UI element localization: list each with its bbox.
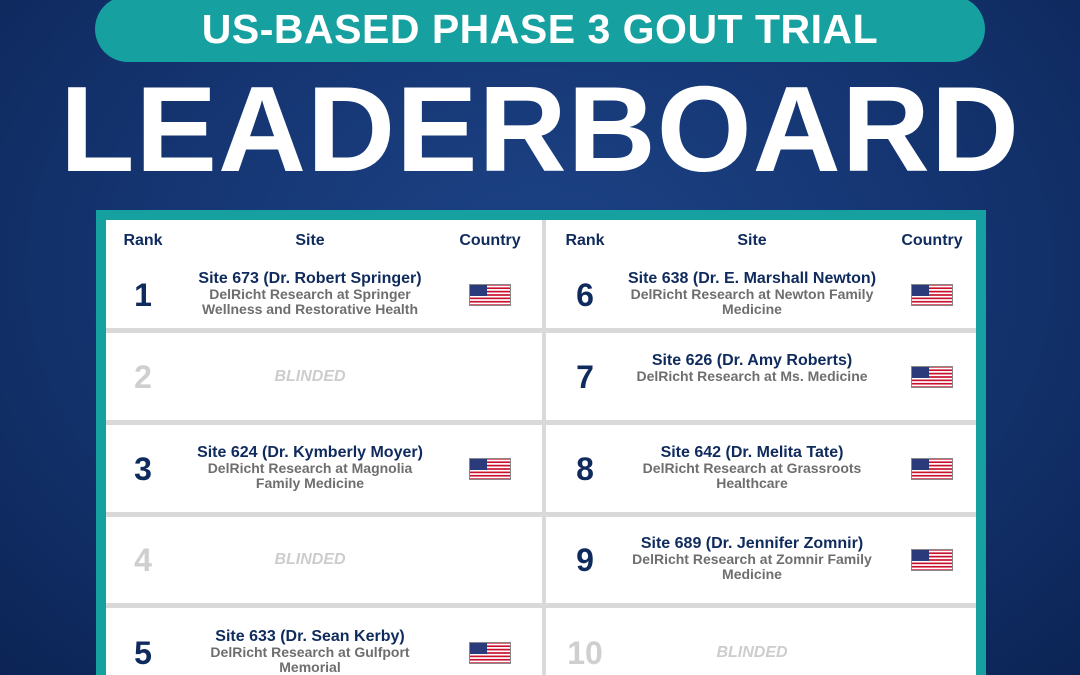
- site-name: Site 633 (Dr. Sean Kerby): [215, 628, 405, 645]
- title: LEADERBOARD: [60, 61, 1020, 197]
- site-name: Site 638 (Dr. E. Marshall Newton): [627, 270, 877, 287]
- rank: 6: [576, 277, 594, 313]
- rank-header: Rank: [565, 232, 605, 249]
- country-flag: [911, 365, 953, 393]
- site-location: DelRicht Research at Springer Wellness a…: [201, 286, 419, 317]
- site-info: Site 689 (Dr. Jennifer Zomnir) DelRicht R…: [617, 535, 887, 582]
- leaderboard-row: 9 Site 689 (Dr. Jennifer Zomnir) DelRicht …: [546, 517, 976, 603]
- site-name: Site 642 (Dr. Melita Tate): [660, 443, 844, 461]
- us-flag: [911, 284, 953, 307]
- us-flag: [911, 549, 953, 572]
- us-flag: [469, 457, 511, 480]
- site-header: Site: [295, 232, 325, 249]
- site-location: DelRicht Research at Magnolia Family Med…: [207, 459, 413, 491]
- site-location: DelRicht Research at Ms. Medicine: [636, 367, 868, 384]
- site-name: Site 689 (Dr. Jennifer Zomnir): [640, 535, 864, 552]
- rank: 1: [134, 277, 152, 313]
- country-flag: [911, 457, 953, 485]
- header-row: Rank Site Country: [546, 220, 976, 262]
- site-info: Site 642 (Dr. Melita Tate) DelRicht Resea…: [617, 444, 887, 491]
- site-info: Site 624 (Dr. Kymberly Moyer) DelRicht Re…: [175, 444, 445, 491]
- site-location: DelRicht Research at Newton Family Medic…: [630, 286, 874, 317]
- rank: 4: [134, 542, 152, 578]
- rank: 2: [134, 358, 152, 395]
- leaderboard-row: 3 Site 624 (Dr. Kymberly Moyer) DelRicht R…: [106, 425, 542, 512]
- site-info: Site 638 (Dr. E. Marshall Newton) DelRich…: [617, 270, 887, 317]
- site-name: Site 624 (Dr. Kymberly Moyer): [197, 443, 423, 461]
- site-name: Site 626 (Dr. Amy Roberts): [651, 351, 853, 369]
- leaderboard-row: 4 BLINDED: [106, 517, 542, 603]
- blinded-label: BLINDED: [274, 551, 346, 568]
- site-header: Site: [737, 232, 767, 249]
- site-info: Site 673 (Dr. Robert Springer) DelRicht R…: [175, 270, 445, 317]
- us-flag: [911, 365, 953, 388]
- country-flag: [469, 457, 511, 485]
- rank: 7: [576, 358, 594, 395]
- rank: 8: [576, 450, 594, 487]
- leaderboard: Rank Site Country Rank Site Country 1 Site 673 …: [106, 220, 976, 675]
- leaderboard-row: 7 Site 626 (Dr. Amy Roberts) DelRicht Rese…: [546, 333, 976, 420]
- header-row: Rank Site Country: [106, 220, 542, 262]
- us-flag: [469, 284, 511, 307]
- site-name: Site 673 (Dr. Robert Springer): [198, 270, 422, 287]
- rank-header: Rank: [123, 232, 163, 249]
- leaderboard-row: 2 BLINDED: [106, 333, 542, 420]
- site-location: DelRicht Research at Grassroots Healthca…: [642, 459, 862, 491]
- site-info: Site 626 (Dr. Amy Roberts) DelRicht Resea…: [617, 352, 887, 384]
- blinded-label: BLINDED: [274, 367, 346, 385]
- rank: 5: [134, 635, 152, 671]
- country-flag: [469, 284, 511, 311]
- leaderboard-row: 5 Site 633 (Dr. Sean Kerby) DelRicht Resea…: [106, 608, 542, 675]
- us-flag: [911, 457, 953, 480]
- leaderboard-row: 10 BLINDED: [546, 608, 976, 675]
- country-flag: [911, 549, 953, 576]
- country-header: Country: [901, 232, 963, 249]
- subtitle-banner: US-BASED PHASE 3 GOUT TRIAL: [95, 0, 985, 62]
- leaderboard-row: 1 Site 673 (Dr. Robert Springer) DelRicht …: [106, 262, 542, 328]
- rank: 3: [134, 450, 152, 487]
- country-header: Country: [459, 232, 521, 249]
- country-flag: [911, 284, 953, 311]
- us-flag: [469, 642, 511, 665]
- site-location: DelRicht Research at Zomnir Family Medic…: [632, 551, 872, 582]
- rank: 10: [567, 635, 603, 671]
- site-info: Site 633 (Dr. Sean Kerby) DelRicht Resear…: [175, 628, 445, 675]
- rank: 9: [576, 542, 594, 578]
- blinded-label: BLINDED: [716, 644, 788, 661]
- site-location: DelRicht Research at Gulfport Memorial: [210, 644, 410, 675]
- leaderboard-row: 6 Site 638 (Dr. E. Marshall Newton) DelRic…: [546, 262, 976, 328]
- country-flag: [469, 642, 511, 669]
- leaderboard-row: 8 Site 642 (Dr. Melita Tate) DelRicht Rese…: [546, 425, 976, 512]
